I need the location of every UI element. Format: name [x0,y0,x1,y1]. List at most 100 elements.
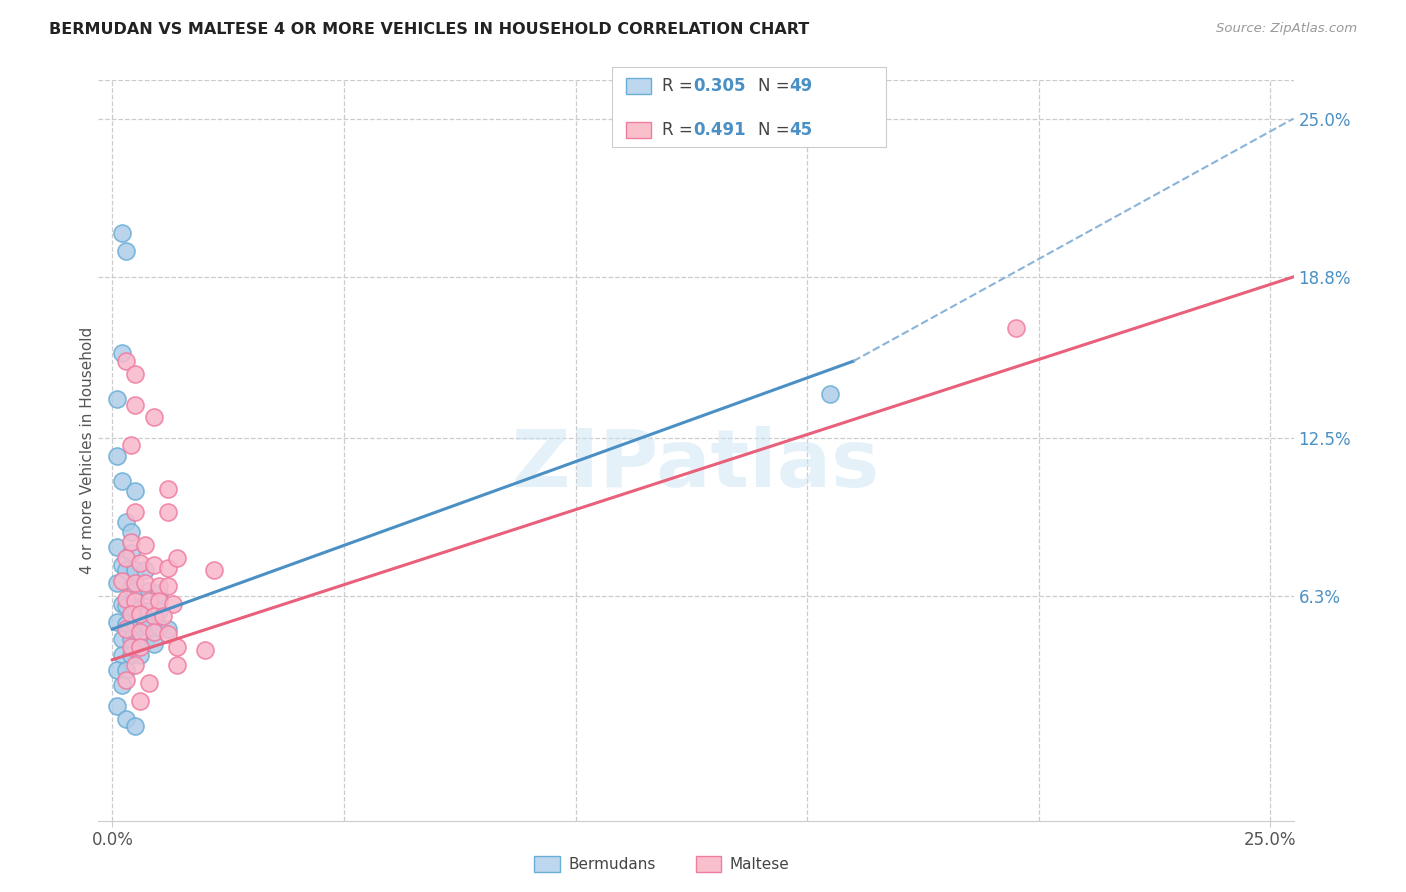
Point [105,392,128,407]
Point [129,640,152,654]
Y-axis label: 4 or more Vehicles in Household: 4 or more Vehicles in Household [80,326,94,574]
Point [120,545,142,559]
Point [105,663,128,677]
Point [105,449,128,463]
Point [120,632,142,647]
Point [156,505,179,519]
Point [156,622,179,636]
Point [120,438,142,452]
Point [143,638,166,652]
Point [120,648,142,662]
Text: Bermudans: Bermudans [568,857,655,871]
Point [124,484,146,499]
Text: 0.305: 0.305 [693,77,745,95]
Point [110,678,132,692]
Point [134,576,156,591]
Text: Maltese: Maltese [730,857,789,871]
Point [148,579,170,593]
Point [105,541,128,555]
Point [134,617,156,632]
Point [110,558,132,573]
Point [129,624,152,639]
Text: N =: N = [758,121,794,139]
Text: ZIPatlas: ZIPatlas [512,426,880,504]
Point [110,632,132,647]
Point [148,586,170,600]
Point [156,627,179,641]
Point [110,346,132,360]
Point [129,607,152,621]
Point [134,538,156,552]
Point [115,673,138,688]
Point [120,640,142,654]
Point [120,525,142,540]
Point [143,558,166,573]
Point [115,244,138,259]
Point [115,550,138,565]
Point [110,597,132,611]
Text: 49: 49 [789,77,813,95]
Point [148,594,170,608]
Point [105,615,128,629]
Point [134,635,156,649]
Point [166,550,188,565]
Point [129,556,152,570]
Text: 45: 45 [789,121,811,139]
Point [152,609,174,624]
Point [124,594,146,608]
Point [148,619,170,633]
Point [129,601,152,615]
Point [120,582,142,596]
Point [124,657,146,672]
Point [134,564,156,578]
Text: BERMUDAN VS MALTESE 4 OR MORE VEHICLES IN HOUSEHOLD CORRELATION CHART: BERMUDAN VS MALTESE 4 OR MORE VEHICLES I… [49,22,810,37]
Point [1004,321,1026,335]
Point [156,579,179,593]
Point [115,617,138,632]
Text: N =: N = [758,77,794,95]
Point [120,607,142,621]
Point [110,227,132,241]
Point [129,635,152,649]
Point [124,719,146,733]
Text: Source: ZipAtlas.com: Source: ZipAtlas.com [1216,22,1357,36]
Point [124,601,146,615]
Point [156,482,179,496]
Point [105,698,128,713]
Point [115,663,138,677]
Point [110,574,132,588]
Point [143,624,166,639]
Point [115,599,138,614]
Point [138,675,160,690]
Point [162,597,184,611]
Point [124,564,146,578]
Point [110,474,132,488]
Text: R =: R = [662,77,699,95]
Point [124,576,146,591]
Point [115,622,138,636]
Point [138,604,160,618]
Point [166,657,188,672]
Point [148,604,170,618]
Point [194,642,217,657]
Point [129,693,152,707]
Point [143,609,166,624]
Point [120,535,142,549]
Point [105,576,128,591]
Point [129,648,152,662]
Point [143,410,166,425]
Text: 0.491: 0.491 [693,121,745,139]
Point [156,561,179,575]
Point [202,564,225,578]
Point [124,617,146,632]
Point [138,594,160,608]
Point [115,515,138,529]
Point [138,619,160,633]
Point [166,640,188,654]
Point [124,397,146,411]
Point [115,591,138,606]
Point [124,505,146,519]
Point [110,648,132,662]
Text: R =: R = [662,121,699,139]
Point [115,712,138,726]
